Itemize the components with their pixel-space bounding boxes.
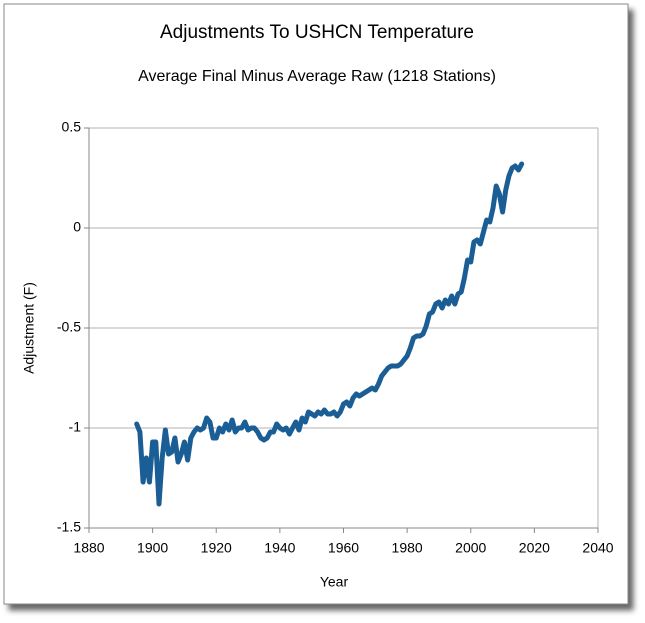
y-tick-label: -1 (69, 419, 82, 435)
data-line (134, 161, 525, 507)
x-tick-label: 1940 (264, 540, 295, 556)
x-tick-label: 1880 (73, 540, 104, 556)
frame (3, 3, 629, 605)
x-tick-label: 1900 (137, 540, 168, 556)
y-axis-label: Adjustment (F) (21, 282, 37, 374)
y-tick-label: -1.5 (57, 519, 81, 535)
x-tick-label: 2020 (519, 540, 550, 556)
x-tick-label: 2000 (455, 540, 486, 556)
x-axis-label: Year (320, 574, 349, 590)
x-tick-label: 1980 (392, 540, 423, 556)
x-tick-label: 1960 (328, 540, 359, 556)
chart-title: Adjustments To USHCN Temperature (160, 22, 474, 43)
y-tick-label: 0.5 (62, 119, 82, 135)
y-tick-label: -0.5 (57, 319, 81, 335)
x-tick-label: 2040 (582, 540, 613, 556)
y-tick-label: 0 (73, 219, 81, 235)
x-tick-label: 1920 (201, 540, 232, 556)
chart-subtitle: Average Final Minus Average Raw (1218 St… (138, 68, 496, 85)
